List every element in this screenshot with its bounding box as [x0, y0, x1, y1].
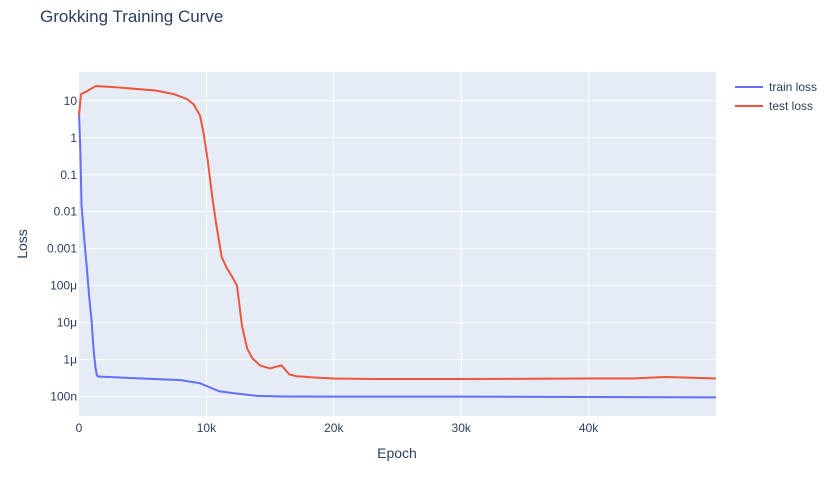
y-tick-label: 10μ: [57, 316, 77, 330]
x-axis-title: Epoch: [377, 445, 417, 461]
y-tick-label: 10: [64, 94, 78, 108]
x-tick-label: 0: [76, 421, 83, 435]
x-axis-ticks: 0 10k 20k 30k 40k: [76, 421, 600, 435]
plot-area: [79, 72, 716, 416]
series-line-train-loss: [78, 111, 717, 399]
y-tick-label: 0.1: [60, 168, 77, 182]
legend-label: train loss: [769, 80, 817, 94]
x-tick-label: 20k: [324, 421, 344, 435]
x-tick-label: 30k: [452, 421, 472, 435]
chart-title: Grokking Training Curve: [40, 7, 223, 26]
y-tick-label: 0.001: [47, 242, 77, 256]
legend-item-test-loss[interactable]: test loss: [735, 99, 813, 113]
y-tick-label: 1: [70, 131, 77, 145]
x-tick-label: 40k: [579, 421, 599, 435]
legend-label: test loss: [769, 99, 813, 113]
y-tick-label: 1μ: [63, 353, 77, 367]
y-axis-title: Loss: [14, 229, 30, 259]
y-tick-label: 100n: [50, 390, 77, 404]
legend-item-train-loss[interactable]: train loss: [735, 80, 817, 94]
y-tick-label: 100μ: [50, 279, 77, 293]
x-tick-label: 10k: [197, 421, 217, 435]
legend: train loss test loss: [735, 80, 817, 113]
series-line-test-loss: [78, 85, 717, 381]
y-tick-label: 0.01: [54, 205, 78, 219]
y-axis-ticks: 10 1 0.1 0.01 0.001 100μ 10μ 1μ 100n: [47, 94, 77, 404]
series-lines: [78, 85, 717, 399]
